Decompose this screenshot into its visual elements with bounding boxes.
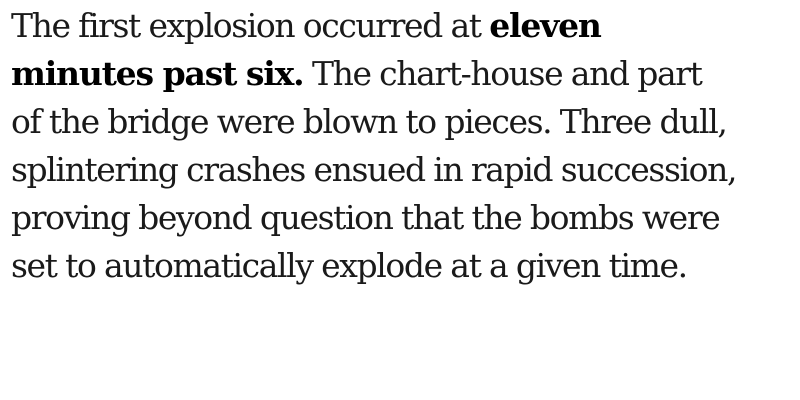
text-line-3: of the bridge were blown to pieces. Thre… — [11, 102, 728, 141]
text-line-4: splintering crashes ensued in rapid succ… — [11, 150, 737, 189]
text-line-5: proving beyond question that the bombs w… — [11, 198, 721, 237]
line-2-bold: minutes past six. — [11, 54, 305, 93]
text-paragraph: The first explosion occurred at eleven m… — [11, 2, 791, 290]
text-line-1: The first explosion occurred at eleven — [11, 2, 791, 50]
line-1-bold: eleven — [489, 6, 602, 45]
text-line-2: minutes past six. The chart-house and pa… — [11, 50, 791, 98]
line-2-regular: The chart-house and part — [303, 54, 703, 93]
text-line-6: set to automatically explode at a given … — [11, 246, 688, 285]
line-1-regular: The first explosion occurred at — [11, 6, 490, 45]
